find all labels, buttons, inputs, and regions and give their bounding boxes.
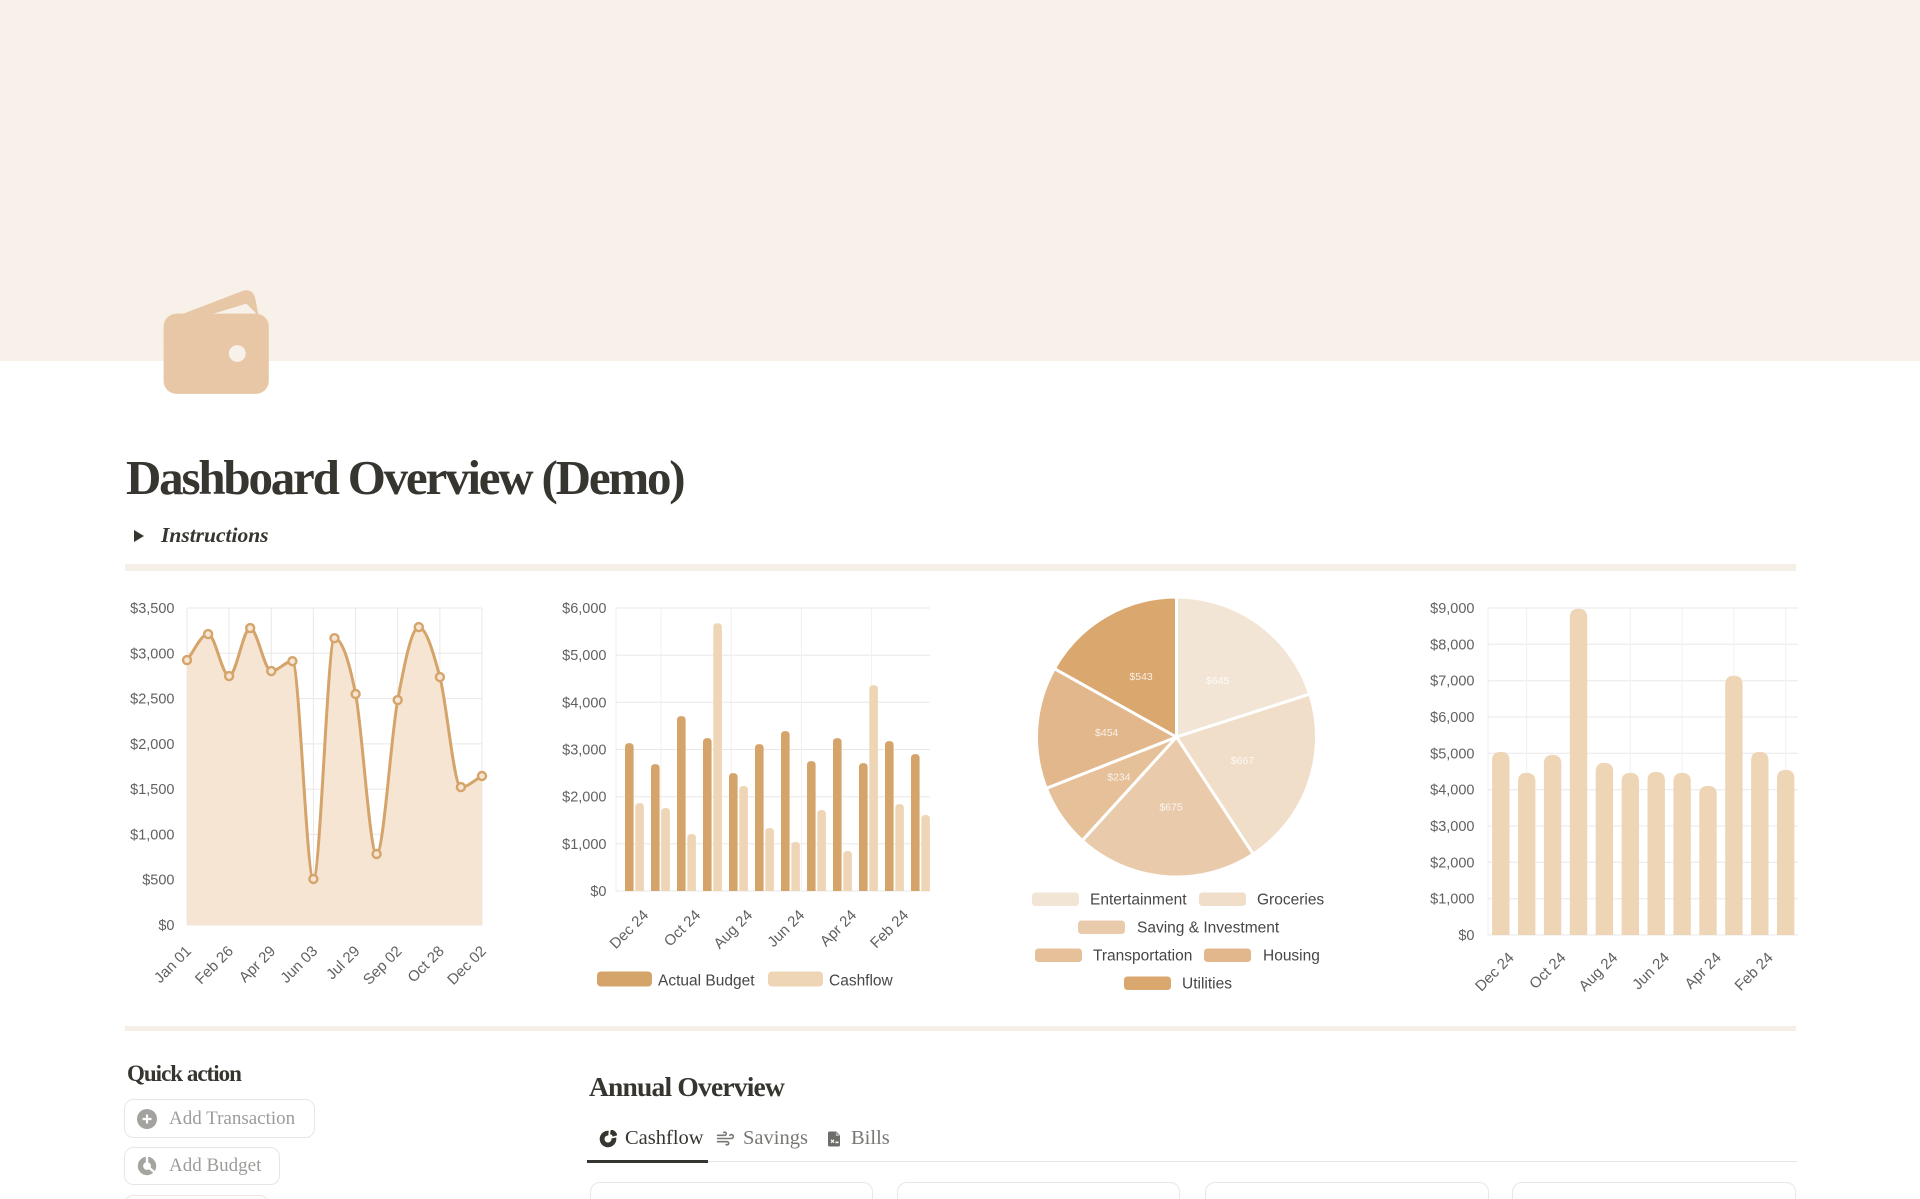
svg-text:$2,000: $2,000 [1430,855,1474,871]
svg-text:$2,000: $2,000 [562,790,606,806]
svg-text:Cashflow: Cashflow [829,973,894,990]
svg-text:Jan 01: Jan 01 [151,943,195,987]
svg-text:Sep 02: Sep 02 [360,943,406,989]
svg-text:$4,000: $4,000 [1430,783,1474,799]
svg-text:$5,000: $5,000 [1430,746,1474,762]
svg-text:Oct 28: Oct 28 [404,943,447,986]
svg-text:Actual Budget: Actual Budget [658,973,755,990]
svg-text:Aug 24: Aug 24 [1576,949,1622,995]
svg-text:Jun 24: Jun 24 [1629,949,1673,993]
svg-text:$543: $543 [1129,671,1153,683]
svg-text:$1,000: $1,000 [562,837,606,853]
svg-text:$1,000: $1,000 [1430,892,1474,908]
svg-text:$6,000: $6,000 [1430,710,1474,726]
svg-text:Oct 24: Oct 24 [1526,949,1569,992]
svg-text:Saving & Investment: Saving & Investment [1137,920,1280,937]
svg-text:$4,000: $4,000 [562,695,606,711]
svg-text:$234: $234 [1107,771,1131,783]
svg-text:Apr 24: Apr 24 [817,907,860,950]
svg-text:$0: $0 [1458,928,1474,944]
svg-text:Jul 29: Jul 29 [323,943,363,983]
svg-text:Entertainment: Entertainment [1090,892,1187,909]
svg-text:Feb 24: Feb 24 [867,907,912,952]
svg-text:Dec 24: Dec 24 [1472,949,1518,995]
svg-text:Jun 03: Jun 03 [277,943,321,987]
svg-text:$2,500: $2,500 [130,692,174,708]
svg-text:Groceries: Groceries [1257,892,1324,909]
svg-text:Apr 29: Apr 29 [236,943,279,986]
svg-text:$2,000: $2,000 [130,737,174,753]
svg-text:$5,000: $5,000 [562,648,606,664]
svg-text:$8,000: $8,000 [1430,637,1474,653]
svg-text:$667: $667 [1231,755,1255,767]
svg-text:$3,000: $3,000 [1430,819,1474,835]
svg-text:$645: $645 [1206,675,1230,687]
svg-text:Housing: Housing [1263,948,1320,965]
svg-text:Utilities: Utilities [1182,976,1232,993]
svg-text:Dec 24: Dec 24 [606,907,652,953]
svg-text:$1,000: $1,000 [130,827,174,843]
svg-text:Jun 24: Jun 24 [764,907,808,951]
svg-text:Dec 02: Dec 02 [444,943,490,989]
svg-text:$454: $454 [1095,727,1119,739]
svg-text:$1,500: $1,500 [130,782,174,798]
svg-text:$0: $0 [158,918,174,934]
svg-text:$6,000: $6,000 [562,601,606,617]
svg-text:Oct 24: Oct 24 [661,907,704,950]
svg-text:$675: $675 [1159,801,1183,813]
svg-text:Feb 24: Feb 24 [1732,949,1777,994]
svg-text:$9,000: $9,000 [1430,601,1474,617]
svg-text:$7,000: $7,000 [1430,674,1474,690]
svg-text:Apr 24: Apr 24 [1682,949,1725,992]
svg-text:Aug 24: Aug 24 [710,907,756,953]
svg-text:Transportation: Transportation [1093,948,1192,965]
svg-text:$500: $500 [142,873,174,889]
svg-text:Feb 26: Feb 26 [192,943,237,988]
svg-text:$3,500: $3,500 [130,601,174,617]
svg-text:$0: $0 [590,884,606,900]
svg-text:$3,000: $3,000 [130,646,174,662]
svg-text:$3,000: $3,000 [562,743,606,759]
